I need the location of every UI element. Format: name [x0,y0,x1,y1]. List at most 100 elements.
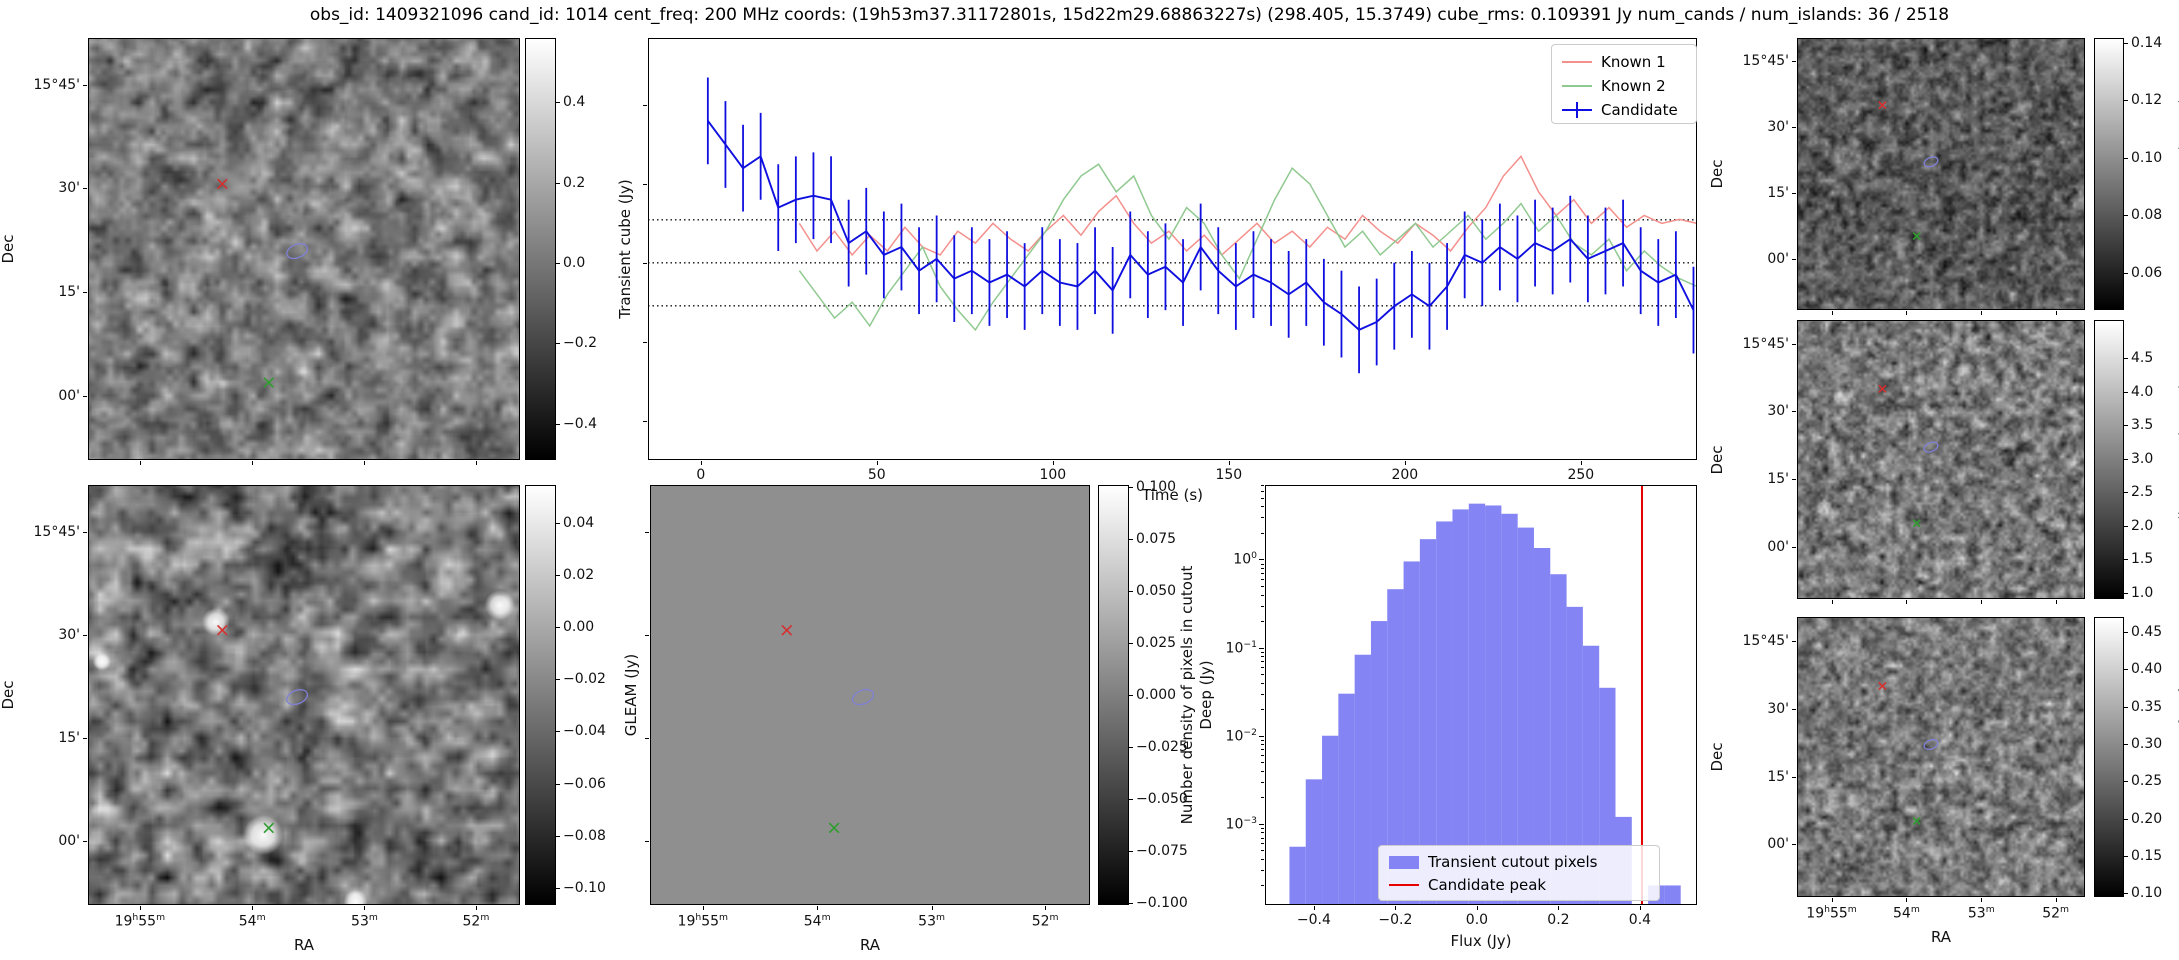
candidate-ellipse-marker-icon [1923,441,1939,453]
ra-tick [475,461,477,465]
ra-tick [1981,600,1983,604]
ra-tick-label: 52m [462,912,490,930]
marker-overlay [217,624,309,834]
hist-y-minor-tick [1261,667,1264,669]
flux-histogram-plot [1265,485,1697,905]
dec-axis-label: Dec [1708,159,1726,189]
colorbar-label-transient_cube: Transient cube (Jy) [616,179,634,319]
legend-item: Candidate peak [1389,875,1653,895]
dec-tick [645,737,649,739]
deep-cutout-panel [650,485,1090,905]
ra-tick-label: 54m [238,912,266,930]
dec-tick [1792,343,1796,345]
colorbar-tick [556,522,560,524]
colorbar-tick-label: 0.15 [2131,847,2163,864]
known-source-2-marker-icon [263,377,275,388]
ra-tick-label: 52m [2042,904,2070,922]
hist-y-minor-tick [1261,517,1264,519]
legend-sample-icon [1562,54,1592,70]
colorbar-tick [556,423,560,425]
colorbar-tick [2124,458,2128,460]
dec-tick-label: 15°45' [33,523,80,540]
dec-tick [1792,776,1796,778]
dec-tick [1792,193,1796,195]
hist-y-tick [1259,647,1264,649]
hist-y-minor-tick [1261,709,1264,711]
legend-label: Known 1 [1601,53,1666,71]
dec-tick-label: 30' [58,180,80,197]
colorbar-tick [556,783,560,785]
colorbar-tick-label: −0.025 [1136,738,1188,755]
colorbar-tick [2124,669,2128,671]
known-source-2-marker-icon [828,822,840,834]
hist-y-tick-label: 10−2 [1225,726,1257,745]
dec-tick-label: 15' [1767,768,1789,785]
lc-x-tick [1052,461,1054,465]
colorbar-tick-label: 0.06 [2131,264,2163,281]
hist-y-tick-label: 100 [1233,550,1257,569]
candidate-ellipse-marker-icon [286,689,309,706]
noise-image [89,486,519,904]
colorbar-tick [1129,643,1133,645]
colorbar-tick-label: 4.0 [2131,383,2154,400]
colorbar-tick-label: 4.5 [2131,350,2154,367]
legend-label: Transient cutout pixels [1428,853,1598,871]
colorbar-spike [2094,320,2124,599]
hist-y-minor-tick [1261,682,1264,684]
lightcurve-plot [648,38,1698,460]
lc-x-tick-label: 250 [1567,467,1595,483]
hist-y-minor-tick [1261,656,1264,658]
hist-y-minor-tick [1261,693,1264,695]
colorbar-tick-label: 0.10 [2131,149,2163,166]
ra-tick [2055,898,2057,902]
hist-x-tick-label: 0.4 [1628,912,1652,928]
lc-x-tick [1228,461,1230,465]
dec-tick [1792,258,1796,260]
dec-tick [83,737,87,739]
legend-item: Known 2 [1562,76,1692,96]
lc-x-tick [1404,461,1406,465]
known-source-1-marker-icon [1878,682,1887,691]
lc-x-tick-label: 50 [867,467,886,483]
colorbar-tick [2124,592,2128,594]
marker-overlay [1878,682,1939,826]
colorbar-tick-label: 0.20 [2131,810,2163,827]
legend-item: Candidate [1562,100,1692,120]
hist-y-minor-tick [1261,781,1264,783]
hist-x-tick [1476,906,1478,910]
colorbar-tick [556,343,560,345]
legend-label: Known 2 [1601,77,1666,95]
ra-tick [1981,311,1983,315]
dec-tick [83,531,87,533]
colorbar-tick [2124,706,2128,708]
lc-y-tick [643,420,647,422]
colorbar-tick [1129,798,1133,800]
dec-tick-label: 15°45' [1742,335,1789,352]
colorbar-tick [1129,850,1133,852]
noise-image [1798,321,2084,598]
ra-axis-label: RA [1930,928,1952,946]
lc-y-tick [643,105,647,107]
known-source-2-marker-icon [1912,519,1921,528]
ra-tick [1906,311,1908,315]
figure-title: obs_id: 1409321096 cand_id: 1014 cent_fr… [309,5,1950,25]
colorbar-tick [2124,100,2128,102]
ra-tick-label: 19h55m [677,912,729,930]
ra-tick [475,906,477,910]
ra-tick [1981,898,1983,902]
marker-overlay [217,178,309,388]
peak-line-icon [1389,883,1419,887]
colorbar-tick [2124,42,2128,44]
colorbar-tick-label: 0.2 [563,174,586,191]
dec-tick-label: 00' [1767,250,1789,267]
hist-y-minor-tick [1261,621,1264,623]
dec-tick-label: 30' [1767,700,1789,717]
hist-x-tick-label: 0.0 [1465,912,1489,928]
dec-tick [1792,640,1796,642]
noise-image [1798,39,2084,309]
ra-tick [2055,311,2057,315]
colorbar-tick [1129,902,1133,904]
colorbar-tick [556,574,560,576]
ra-tick [2055,600,2057,604]
hist-y-tick [1259,735,1264,737]
